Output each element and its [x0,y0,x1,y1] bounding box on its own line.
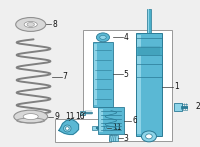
Text: 8: 8 [52,20,57,29]
FancyBboxPatch shape [137,35,141,134]
Ellipse shape [64,125,71,132]
Ellipse shape [14,110,48,123]
FancyBboxPatch shape [55,119,111,142]
Text: 9: 9 [54,112,59,121]
Text: 11: 11 [65,112,75,121]
FancyBboxPatch shape [136,33,162,136]
FancyBboxPatch shape [94,44,97,105]
Text: 5: 5 [124,70,128,79]
FancyBboxPatch shape [92,126,97,130]
Ellipse shape [146,134,152,139]
FancyBboxPatch shape [80,111,85,115]
Ellipse shape [65,127,69,130]
Text: 6: 6 [132,116,137,125]
FancyBboxPatch shape [83,30,172,141]
Polygon shape [59,120,79,134]
Text: 11: 11 [112,123,122,132]
Ellipse shape [23,114,38,120]
Text: 7: 7 [63,72,67,81]
Ellipse shape [141,131,156,142]
Ellipse shape [24,21,37,27]
FancyBboxPatch shape [93,42,113,107]
FancyBboxPatch shape [148,9,149,33]
Text: 10: 10 [75,112,84,121]
Text: 2: 2 [196,102,200,111]
FancyBboxPatch shape [147,9,151,33]
FancyBboxPatch shape [99,109,103,132]
FancyBboxPatch shape [136,47,162,55]
Ellipse shape [96,33,110,42]
FancyBboxPatch shape [98,107,124,134]
Ellipse shape [100,35,106,39]
FancyBboxPatch shape [109,135,118,141]
Text: 3: 3 [124,134,128,143]
Ellipse shape [27,22,34,26]
Ellipse shape [16,17,46,31]
Text: 4: 4 [124,33,128,42]
Text: 1: 1 [174,82,179,91]
FancyBboxPatch shape [174,103,182,111]
